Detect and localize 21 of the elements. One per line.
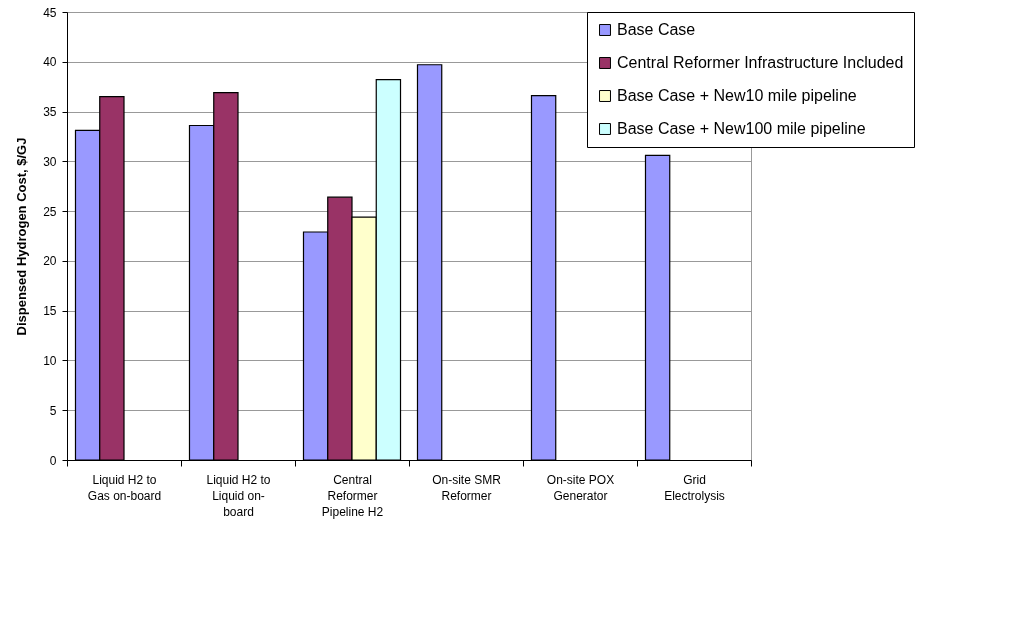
y-tick-label: 45 — [43, 5, 57, 20]
legend-label: Central Reformer Infrastructure Included — [617, 54, 904, 71]
x-tick-label: On-site SMR Reformer — [432, 472, 502, 503]
y-tick-label: 35 — [43, 105, 57, 120]
y-tick-label: 5 — [49, 403, 57, 418]
y-tick-label: 20 — [43, 254, 57, 269]
legend-label: Base Case + New100 mile pipeline — [617, 120, 866, 137]
x-tick-label: Liquid H2 to Liquid on-board — [206, 472, 271, 519]
y-axis-title: Dispensed Hydrogen Cost, $/GJ — [14, 137, 30, 336]
x-tick-label: On-site POX Generator — [546, 472, 615, 503]
x-tick-label: Central Reformer Pipeline H2 — [321, 472, 384, 519]
legend-label: Base Case + New10 mile pipeline — [617, 87, 857, 104]
legend-label: Base Case — [617, 21, 696, 38]
x-tick-label: Grid Electrolysis — [664, 472, 725, 503]
y-tick-label: 10 — [43, 353, 57, 368]
y-tick-label: 15 — [43, 304, 57, 319]
x-tick-label: Liquid H2 to Gas on-board — [87, 472, 162, 503]
y-tick-label: 30 — [43, 154, 57, 169]
y-tick-label: 40 — [43, 55, 57, 70]
y-tick-label: 0 — [49, 453, 57, 468]
y-tick-label: 25 — [43, 204, 57, 219]
